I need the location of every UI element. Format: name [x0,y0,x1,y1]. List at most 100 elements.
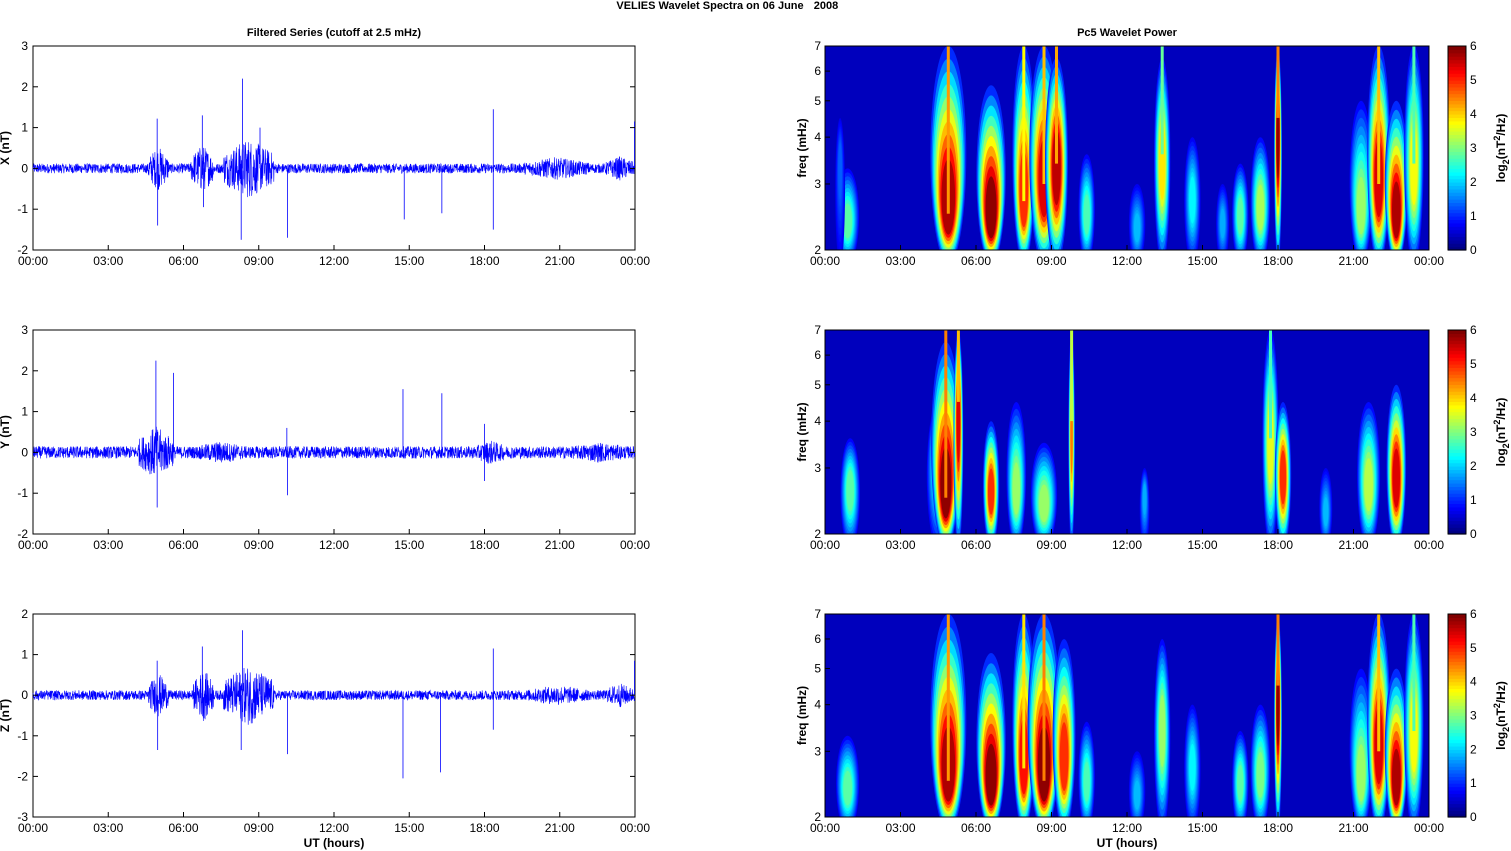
wavelet-z-y-tick-label: 7 [814,607,821,621]
wavelet-x-colorbar-cell [1448,86,1466,91]
series-x-y-tick-label: 0 [21,161,28,175]
wavelet-y-colorbar-cell [1448,353,1466,358]
wavelet-z-streak [946,614,950,781]
wavelet-y-blob [1364,458,1373,512]
wavelet-y-colorbar-cell [1448,500,1466,504]
wavelet-x-streak [1022,46,1026,202]
wavelet-y-colorbar-cell [1448,506,1466,511]
wavelet-y-colorbar-cell [1448,336,1466,341]
wavelet-z-colorbar: 6 5 4 3 2 1 0 [1447,607,1477,824]
series-y-x-tick-label: 06:00 [168,538,198,552]
series-x-x-tick-label: 15:00 [394,254,424,268]
wavelet-x-blob [1052,129,1061,206]
wavelet-y-colorbar-cell [1448,513,1466,518]
left-column-title: Filtered Series (cutoff at 2.5 mHz) [247,27,422,39]
wavelet-y-colorbar-cell [1448,452,1466,457]
wavelet-x-colorbar-cell [1448,141,1466,146]
wavelet-y-y-tick-label: 5 [814,378,821,392]
wavelet-y-colorbar-cell [1448,530,1466,535]
wavelet-x-colorbar-cell [1448,117,1466,122]
wavelet-y-colorbar-label-part: 2 [1501,443,1511,448]
wavelet-z-colorbar-cell [1448,722,1466,727]
wavelet-z-y-tick-label: 2 [814,810,821,824]
series-y-x-tick-label: 12:00 [319,538,349,552]
wavelet-x-x-tick-label: 00:00 [810,254,840,268]
wavelet-z-colorbar-tick-label: 0 [1470,810,1477,824]
wavelet-z-colorbar-cell [1448,745,1466,750]
wavelet-z-colorbar-cell [1448,654,1466,659]
wavelet-z-streak [1412,614,1416,731]
wavelet-z-blob [1392,748,1401,806]
series-x-plot-area [32,45,636,251]
wavelet-z-x-tick-label: 15:00 [1187,821,1217,835]
wavelet-z-colorbar-cell [1448,627,1466,632]
wavelet-y-colorbar-cell [1448,370,1466,375]
wavelet-x-blob [1256,184,1265,231]
wavelet-y-y-tick-label: 2 [814,527,821,541]
wavelet-z-colorbar-cell [1448,668,1466,673]
wavelet-x-colorbar-cell [1448,192,1466,197]
wavelet-x-y-tick-label: 2 [814,243,821,257]
series-z-y-tick-label: 0 [21,688,28,702]
series-y-x-tick-label: 03:00 [93,538,123,552]
wavelet-z-colorbar-cell [1448,800,1466,805]
wavelet-x-colorbar-cell [1448,236,1466,241]
wavelet-y-colorbar-cell [1448,387,1466,392]
wavelet-z-colorbar-tick-label: 5 [1470,641,1477,655]
wavelet-x-y-tick-label: 5 [814,94,821,108]
wavelet-z-blob [1134,780,1141,810]
wavelet-x-streak [946,46,950,214]
series-x-y-axis-label: X (nT) [0,131,12,165]
wavelet-x-colorbar-cell [1448,151,1466,156]
wavelet-y-streak [944,330,948,498]
wavelet-z-x-tick-label: 09:00 [1036,821,1066,835]
wavelet-x-colorbar-cell [1448,188,1466,193]
wavelet-y-colorbar-cell [1448,503,1466,508]
wavelet-x-colorbar-cell [1448,124,1466,129]
series-z-x-tick-label: 12:00 [319,821,349,835]
wavelet-y-blob [1039,484,1049,523]
wavelet-x-colorbar-cell [1448,144,1466,149]
wavelet-z-blob [985,743,997,806]
wavelet-z-colorbar-cell [1448,749,1466,754]
wavelet-y-colorbar-cell [1448,449,1466,453]
wavelet-x-colorbar-cell [1448,110,1466,115]
wavelet-x-colorbar-cell [1448,233,1466,237]
wavelet-y-colorbar-frame [1447,329,1467,535]
wavelet-y-x-tick-label: 00:00 [810,538,840,552]
wavelet-x-colorbar-cell [1448,165,1466,169]
wavelet-y-colorbar-cell [1448,415,1466,419]
wavelet-x-colorbar-cell [1448,63,1466,67]
wavelet-x-blob [1410,125,1418,206]
series-z-plot-area [32,613,636,818]
wavelet-z-colorbar-cell [1448,695,1466,700]
wavelet-z-colorbar-cell [1448,742,1466,747]
series-z-line [32,667,636,725]
wavelet-x-colorbar-cell [1448,226,1466,231]
wavelet-y-colorbar-cell [1448,418,1466,423]
wavelet-x-y-tick-label: 6 [814,64,821,78]
series-y-line [32,426,636,475]
wavelet-z-y-tick-label: 3 [814,744,821,758]
wavelet-x-colorbar-cell [1448,52,1466,57]
wavelet-z-colorbar-cell [1448,674,1466,679]
wavelet-y-y-tick-label: 6 [814,348,821,362]
wavelet-z-colorbar-cell [1448,712,1466,717]
wavelet-y-colorbar-cell [1448,489,1466,494]
wavelet-x-colorbar-cell [1448,161,1466,166]
wavelet-z-colorbar-cell [1448,759,1466,764]
wavelet-z-blob [1356,744,1366,802]
series-x-x-tick-label: 12:00 [319,254,349,268]
wavelet-x-colorbar-tick-label: 4 [1470,107,1477,121]
wavelet-y-colorbar-cell [1448,469,1466,474]
wavelet-x-y-tick-label: 4 [814,130,821,144]
wavelet-x-background [825,46,1429,250]
wavelet-z-colorbar-cell [1448,783,1466,788]
wavelet-z-colorbar-cell [1448,796,1466,801]
wavelet-x-colorbar-cell [1448,80,1466,84]
wavelet-x-colorbar-cell [1448,137,1466,142]
wavelet-z-colorbar-cell [1448,806,1466,811]
wavelet-x-x-tick-label: 03:00 [885,254,915,268]
wavelet-y-colorbar-cell [1448,367,1466,372]
wavelet-y-colorbar-cell [1448,350,1466,355]
